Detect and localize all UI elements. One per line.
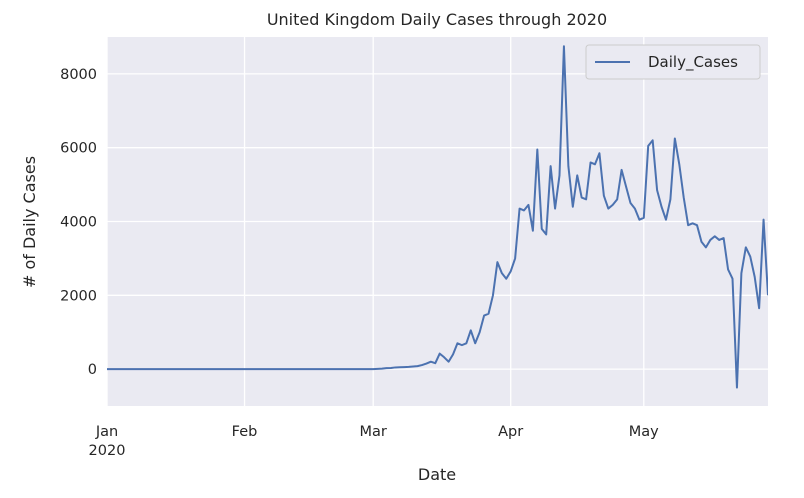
legend-box [585,44,761,80]
x-tick-label: Feb [232,424,258,440]
y-tick-label: 4000 [60,215,97,231]
tick-labels: 0 2000 4000 6000 8000 Jan 2020 Feb Mar Apr May [60,67,659,459]
legend: Daily_Cases [585,44,761,80]
x-tick-label: May [629,424,659,440]
y-tick-label: 6000 [60,141,97,157]
y-axis-label: # of Daily Cases [20,156,39,288]
y-tick-label: 0 [88,362,97,378]
y-tick-label: 2000 [60,288,97,304]
daily-cases-line [107,45,768,389]
legend-label-daily-cases: Daily_Cases [648,53,738,72]
x-tick-label: Mar [359,424,386,440]
y-tick-label: 8000 [60,67,97,83]
x-tick-label: Jan 2020 [89,424,126,459]
x-tick-label: Apr [498,424,523,440]
chart-title: United Kingdom Daily Cases through 2020 [267,10,607,29]
x-axis-label: Date [418,465,456,484]
